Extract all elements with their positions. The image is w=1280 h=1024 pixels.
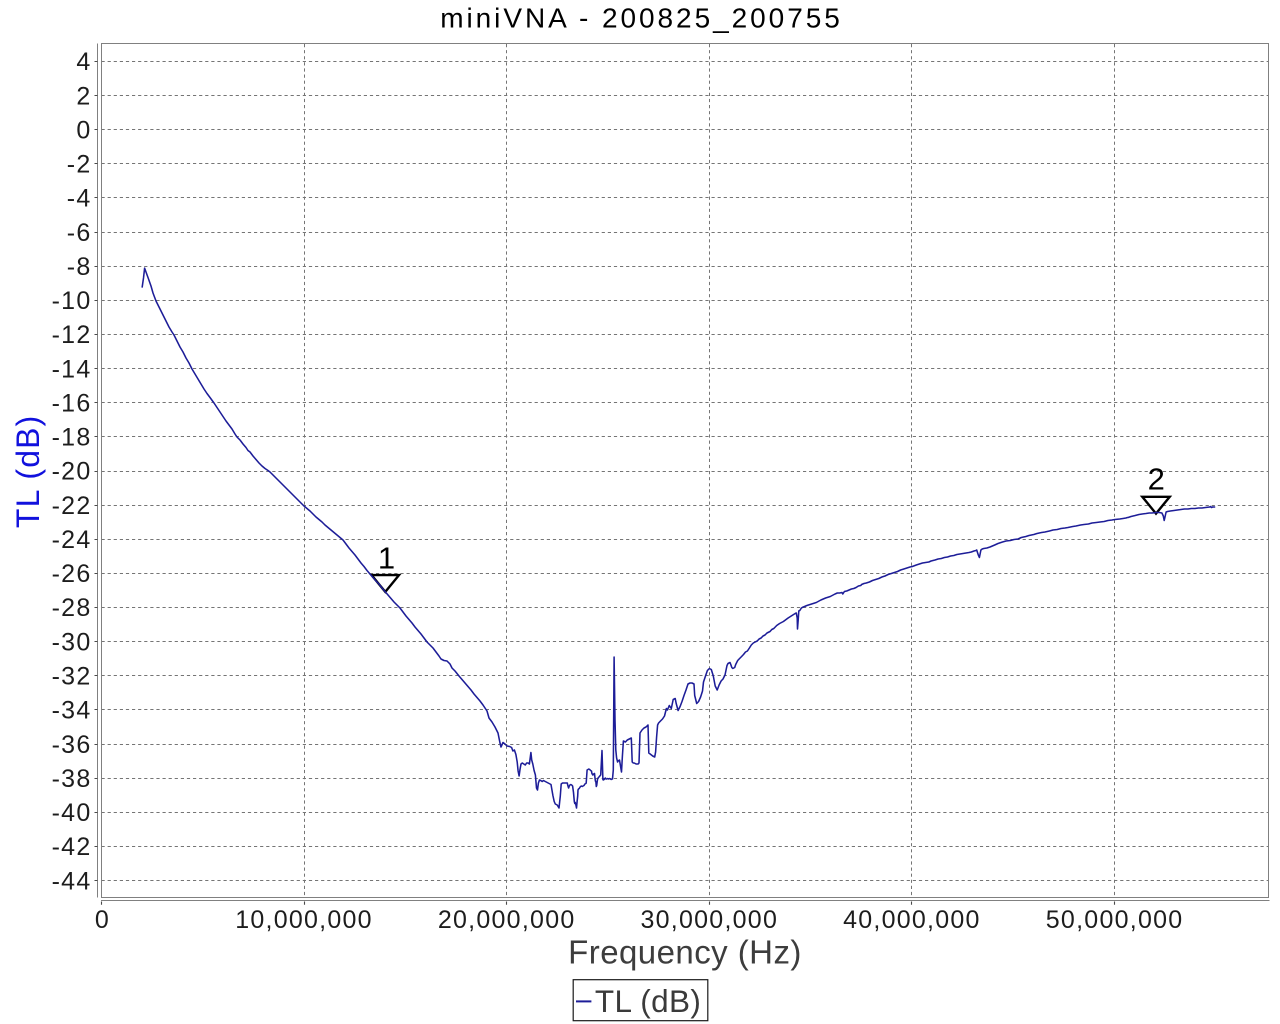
svg-text:30,000,000: 30,000,000 — [640, 906, 778, 934]
svg-text:Frequency (Hz): Frequency (Hz) — [568, 934, 802, 971]
svg-text:1: 1 — [378, 541, 395, 576]
svg-text:0: 0 — [95, 906, 110, 934]
svg-text:-34: -34 — [52, 697, 92, 725]
svg-text:-30: -30 — [52, 628, 92, 656]
svg-text:-12: -12 — [52, 321, 92, 349]
svg-text:miniVNA - 200825_200755: miniVNA - 200825_200755 — [440, 3, 843, 34]
svg-text:-14: -14 — [52, 355, 92, 383]
svg-text:-10: -10 — [52, 287, 92, 315]
svg-text:TL (dB): TL (dB) — [595, 983, 701, 1019]
svg-text:2: 2 — [1148, 462, 1165, 497]
svg-text:-8: -8 — [67, 253, 92, 281]
svg-text:-26: -26 — [52, 560, 92, 588]
svg-text:-40: -40 — [52, 799, 92, 827]
svg-text:-44: -44 — [52, 867, 92, 895]
svg-text:-6: -6 — [67, 219, 92, 247]
svg-text:20,000,000: 20,000,000 — [438, 906, 576, 934]
svg-text:-18: -18 — [52, 424, 92, 452]
svg-text:TL (dB): TL (dB) — [10, 415, 46, 529]
svg-text:-24: -24 — [52, 526, 92, 554]
svg-text:-22: -22 — [52, 492, 92, 520]
svg-text:-42: -42 — [52, 833, 92, 861]
svg-text:0: 0 — [76, 116, 91, 144]
svg-text:-20: -20 — [52, 458, 92, 486]
svg-text:-38: -38 — [52, 765, 92, 793]
svg-text:-4: -4 — [67, 185, 92, 213]
svg-text:4: 4 — [76, 48, 91, 76]
svg-text:50,000,000: 50,000,000 — [1046, 906, 1184, 934]
svg-text:2: 2 — [76, 82, 91, 110]
svg-text:-28: -28 — [52, 594, 92, 622]
svg-text:-16: -16 — [52, 389, 92, 417]
svg-text:10,000,000: 10,000,000 — [235, 906, 373, 934]
svg-text:-36: -36 — [52, 731, 92, 759]
svg-text:40,000,000: 40,000,000 — [843, 906, 981, 934]
svg-text:-32: -32 — [52, 663, 92, 691]
svg-text:-2: -2 — [67, 151, 92, 179]
